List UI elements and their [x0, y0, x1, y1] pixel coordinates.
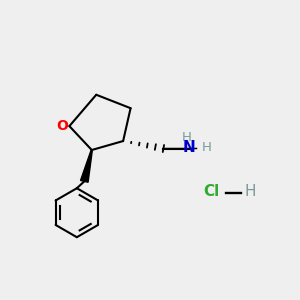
Text: N: N [182, 140, 195, 155]
Text: H: H [202, 141, 212, 154]
Polygon shape [80, 150, 92, 182]
Text: H: H [245, 184, 256, 199]
Text: O: O [56, 119, 68, 133]
Text: H: H [182, 131, 192, 144]
Text: Cl: Cl [204, 184, 220, 199]
